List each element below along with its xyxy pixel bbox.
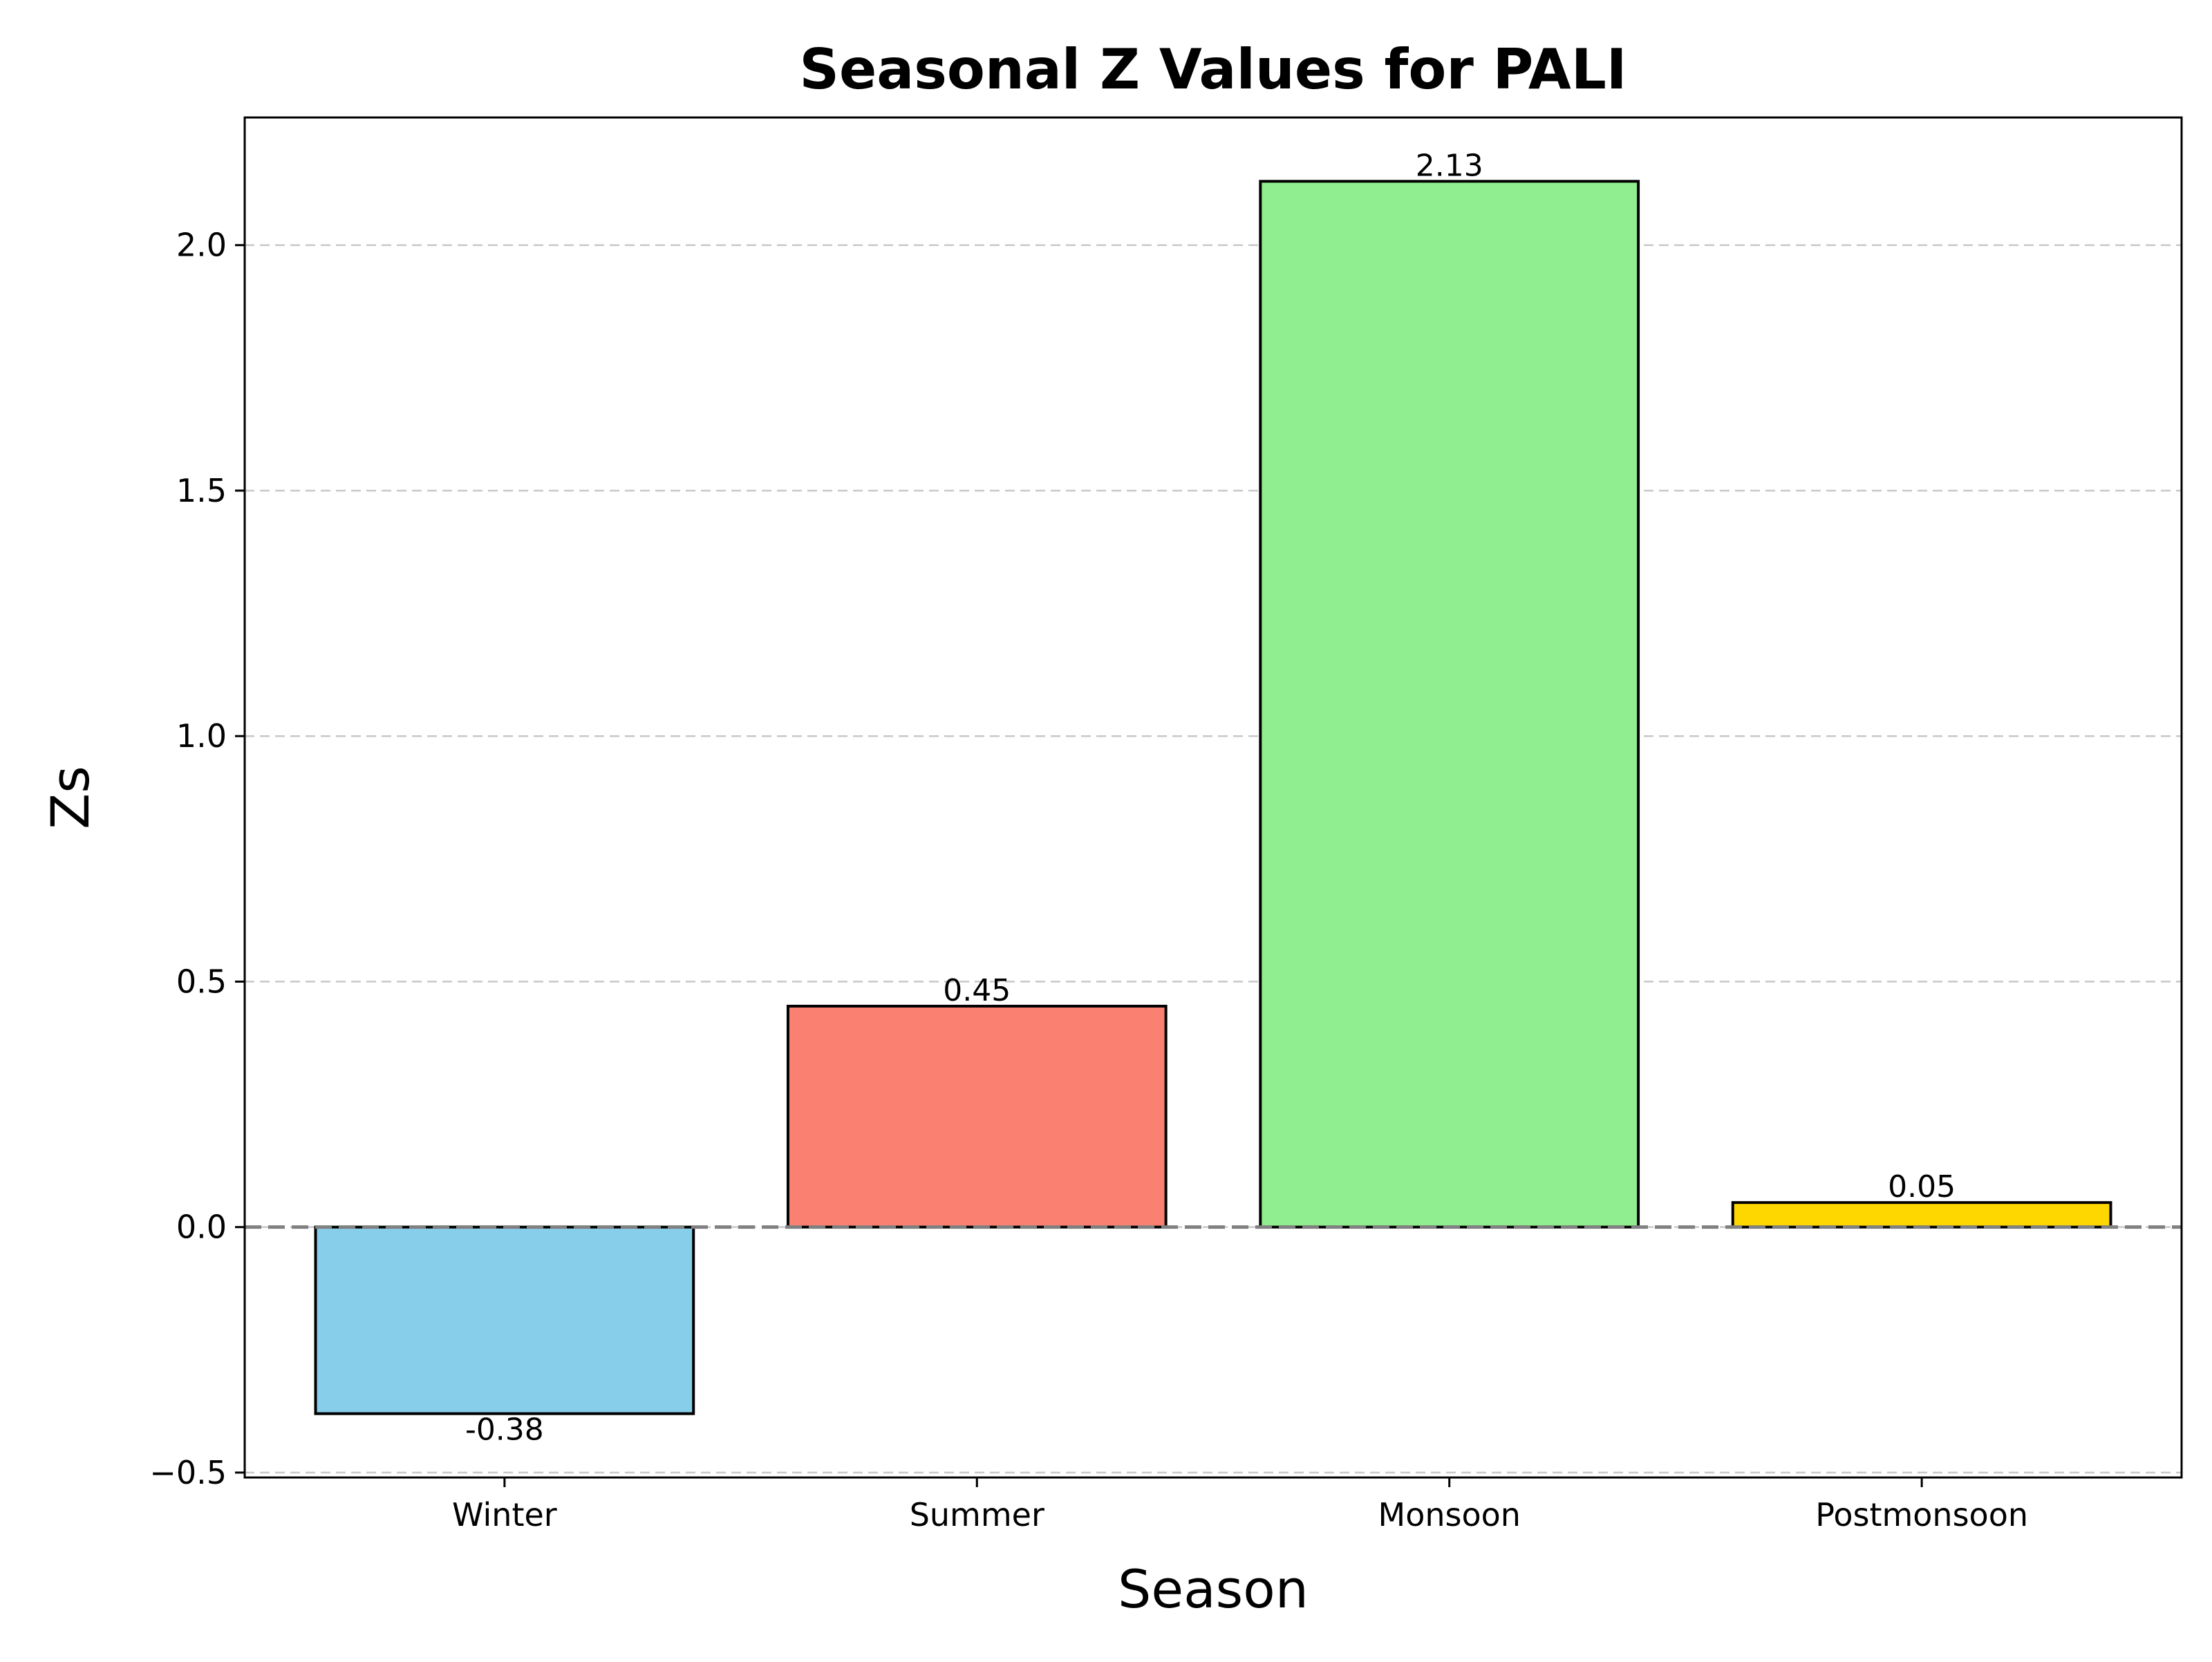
bar-postmonsoon (1731, 1201, 2112, 1229)
bar-summer (786, 1004, 1168, 1229)
y-tick-label: −0.5 (149, 1454, 227, 1491)
bar-value-labels: -0.38 0.45 2.13 0.05 (465, 148, 1956, 1447)
x-tick-label: Monsoon (1378, 1496, 1521, 1533)
plot-frame (243, 116, 2183, 1479)
bar-value-label: -0.38 (465, 1413, 544, 1448)
y-tick-label: 2.0 (176, 227, 227, 264)
y-tick-label: 0.5 (176, 963, 227, 1000)
x-axis-label: Season (1118, 1558, 1309, 1620)
x-tick-label: Postmonsoon (1815, 1496, 2028, 1533)
x-tick-label: Summer (910, 1496, 1044, 1533)
x-tick-label: Winter (452, 1496, 557, 1533)
bar-value-label: 2.13 (1416, 148, 1483, 183)
y-axis-label: Zs (39, 766, 101, 829)
y-tick-label: 1.0 (176, 717, 227, 755)
bar-value-label: 0.45 (943, 973, 1011, 1008)
bar-monsoon (1259, 180, 1640, 1229)
bar-value-label: 0.05 (1888, 1169, 1956, 1205)
bar-winter (314, 1225, 695, 1415)
chart-title: Seasonal Z Values for PALI (799, 37, 1627, 102)
axis-ticks: −0.5 0.0 0.5 1.0 1.5 2.0 Winter Summer Monsoon Po… (149, 227, 2028, 1533)
y-tick-label: 1.5 (176, 472, 227, 509)
y-tick-label: 0.0 (176, 1209, 227, 1246)
